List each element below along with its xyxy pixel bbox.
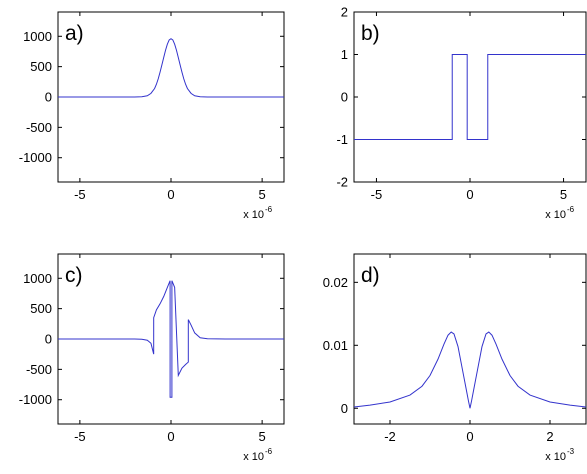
panel-b-x-multiplier-exp: -6 [567, 205, 575, 214]
panel-d-ytick-label: 0 [341, 401, 348, 416]
panel-b-ytick-label: 2 [341, 5, 348, 20]
panel-b-axes-box [353, 11, 587, 183]
panel-c-ytick-label: -1000 [19, 392, 52, 407]
panel-c-ytick-label: 1000 [23, 271, 52, 286]
panel-a: -5 0 5 1000 500 0 -500 -1000 a) x 10 -6 [19, 11, 285, 221]
panel-a-ytick-label: -1000 [19, 150, 52, 165]
panel-a-xtick-label: -5 [74, 187, 86, 202]
panel-d-xtick-label: 2 [546, 429, 553, 444]
panel-d: -2 0 2 0.02 0.01 0 d) x 10 -3 [323, 253, 587, 463]
panel-a-label: a) [65, 22, 84, 45]
panel-d-label: d) [361, 264, 380, 287]
panel-d-axes-box [353, 253, 587, 425]
panel-a-ytick-label: 0 [45, 90, 52, 105]
panel-b-label: b) [361, 22, 380, 45]
panel-a-x-multiplier-exp: -6 [265, 205, 273, 214]
panel-a-series-line [58, 38, 284, 98]
panel-d-x-multiplier: x 10 [545, 451, 566, 463]
panel-b-xtick-label: -5 [371, 187, 383, 202]
panel-b: -5 0 5 2 1 0 -1 -2 b) x 10 -6 [336, 5, 587, 221]
panel-d-ytick-label: 0.02 [323, 275, 348, 290]
panel-a-xtick-label: 5 [259, 187, 266, 202]
panel-b-xtick-label: 0 [466, 187, 473, 202]
panel-c-x-multiplier-exp: -6 [265, 447, 273, 456]
panel-a-x-multiplier: x 10 [243, 209, 264, 221]
panel-a-ytick-label: 500 [30, 59, 52, 74]
panel-c-label: c) [65, 264, 83, 287]
panel-b-ytick-label: 0 [341, 90, 348, 105]
panel-b-series-line [354, 54, 586, 140]
panel-c-xtick-label: 0 [167, 429, 174, 444]
panel-b-ytick-label: -2 [336, 175, 348, 190]
panel-d-series-line [353, 331, 587, 409]
panel-d-xtick-label: 0 [466, 429, 473, 444]
panel-c-ytick-label: -500 [26, 362, 52, 377]
panel-d-ytick-label: 0.01 [323, 338, 348, 353]
panel-b-ytick-label: -1 [336, 132, 348, 147]
panel-d-xtick-label: -2 [384, 429, 396, 444]
panel-b-x-multiplier: x 10 [545, 209, 566, 221]
panel-b-xtick-label: 5 [560, 187, 567, 202]
panel-a-ytick-label: -500 [26, 120, 52, 135]
panel-c: -5 0 5 1000 500 0 -500 -1000 c) x 10 -6 [19, 253, 285, 463]
panel-c-x-multiplier: x 10 [243, 451, 264, 463]
panel-a-xtick-label: 0 [167, 187, 174, 202]
panel-b-ytick-label: 1 [341, 47, 348, 62]
panel-c-ytick-label: 0 [45, 332, 52, 347]
panel-d-x-multiplier-exp: -3 [567, 447, 575, 456]
panel-c-ytick-label: 500 [30, 301, 52, 316]
panel-a-ytick-label: 1000 [23, 29, 52, 44]
panel-c-xtick-label: 5 [259, 429, 266, 444]
panel-c-series-line [58, 280, 284, 398]
panel-c-xtick-label: -5 [74, 429, 86, 444]
